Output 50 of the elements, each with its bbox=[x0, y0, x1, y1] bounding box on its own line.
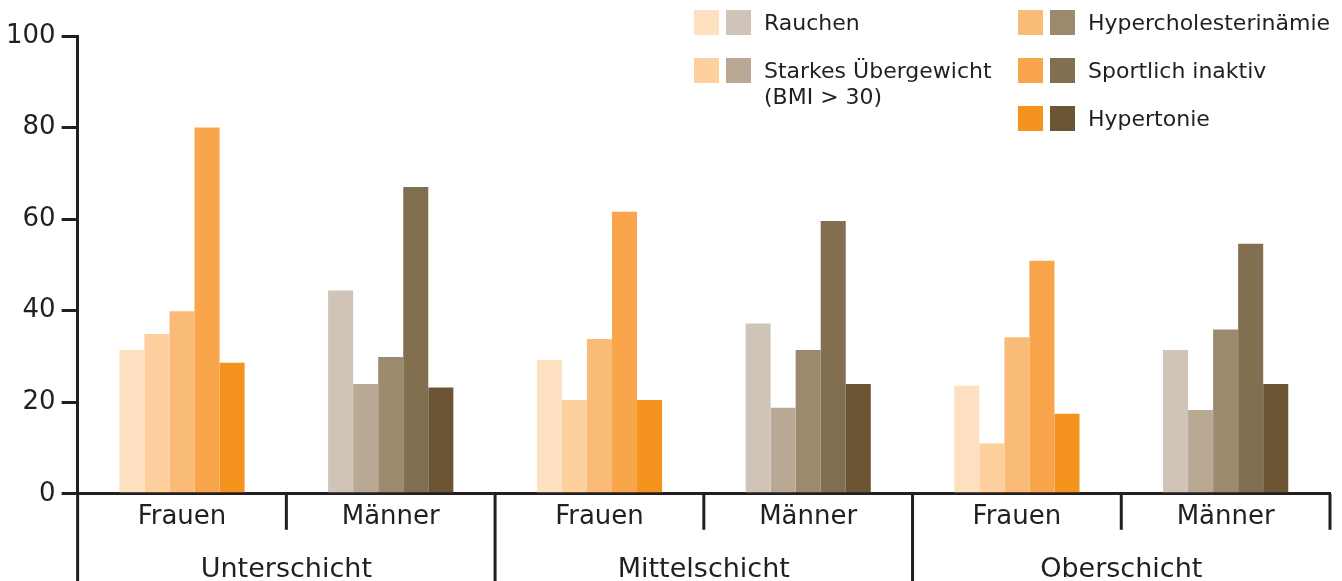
legend-label: Starkes Übergewicht (BMI > 30) bbox=[764, 58, 993, 110]
bar bbox=[403, 187, 429, 493]
bar bbox=[954, 385, 980, 493]
y-tick-label: 100 bbox=[5, 18, 56, 49]
legend-label: Rauchen bbox=[764, 10, 860, 36]
x-tick-label: Männer bbox=[1176, 500, 1275, 531]
bar bbox=[637, 399, 663, 493]
bar bbox=[536, 360, 562, 493]
text: Mittelschicht bbox=[617, 552, 790, 581]
bar bbox=[119, 350, 145, 493]
bar bbox=[353, 383, 379, 493]
bar bbox=[586, 339, 612, 493]
bar bbox=[820, 220, 846, 493]
x-tick-label: Frauen bbox=[555, 500, 644, 531]
legend-label: Sportlich inaktiv bbox=[1088, 58, 1267, 84]
bar bbox=[194, 127, 220, 493]
text: Oberschicht bbox=[1040, 552, 1203, 581]
bar bbox=[770, 407, 796, 493]
y-tick-label: 20 bbox=[22, 384, 56, 415]
bar bbox=[1213, 329, 1239, 493]
bar bbox=[428, 387, 454, 493]
bar bbox=[378, 356, 404, 493]
bar bbox=[169, 311, 195, 493]
x-tick-label: Frauen bbox=[972, 500, 1062, 531]
legend-label: Hypercholesterinämie bbox=[1088, 10, 1331, 36]
x-tick-label: Frauen bbox=[137, 500, 227, 531]
legend-label: Hypertonie bbox=[1088, 106, 1210, 132]
bar bbox=[1188, 410, 1214, 493]
bar bbox=[144, 334, 170, 493]
bar bbox=[561, 399, 587, 493]
bar bbox=[745, 323, 771, 493]
bar bbox=[1263, 383, 1289, 493]
bar bbox=[1029, 260, 1055, 493]
x-tick-label: Männer bbox=[341, 500, 441, 531]
bar bbox=[611, 211, 638, 493]
y-tick-label: 40 bbox=[22, 293, 56, 324]
bar bbox=[1004, 337, 1030, 493]
bar bbox=[1054, 413, 1080, 493]
x-tick-label: Männer bbox=[759, 500, 858, 531]
bar bbox=[795, 350, 821, 493]
bar bbox=[219, 362, 245, 493]
bar bbox=[979, 443, 1005, 493]
bar bbox=[1238, 243, 1264, 493]
y-tick-label: 0 bbox=[39, 476, 56, 507]
text: Unterschicht bbox=[200, 552, 372, 581]
bar bbox=[845, 383, 871, 493]
y-tick-label: 60 bbox=[22, 201, 56, 232]
bar bbox=[1163, 350, 1189, 493]
bar bbox=[328, 290, 354, 493]
y-tick-label: 80 bbox=[22, 110, 56, 141]
